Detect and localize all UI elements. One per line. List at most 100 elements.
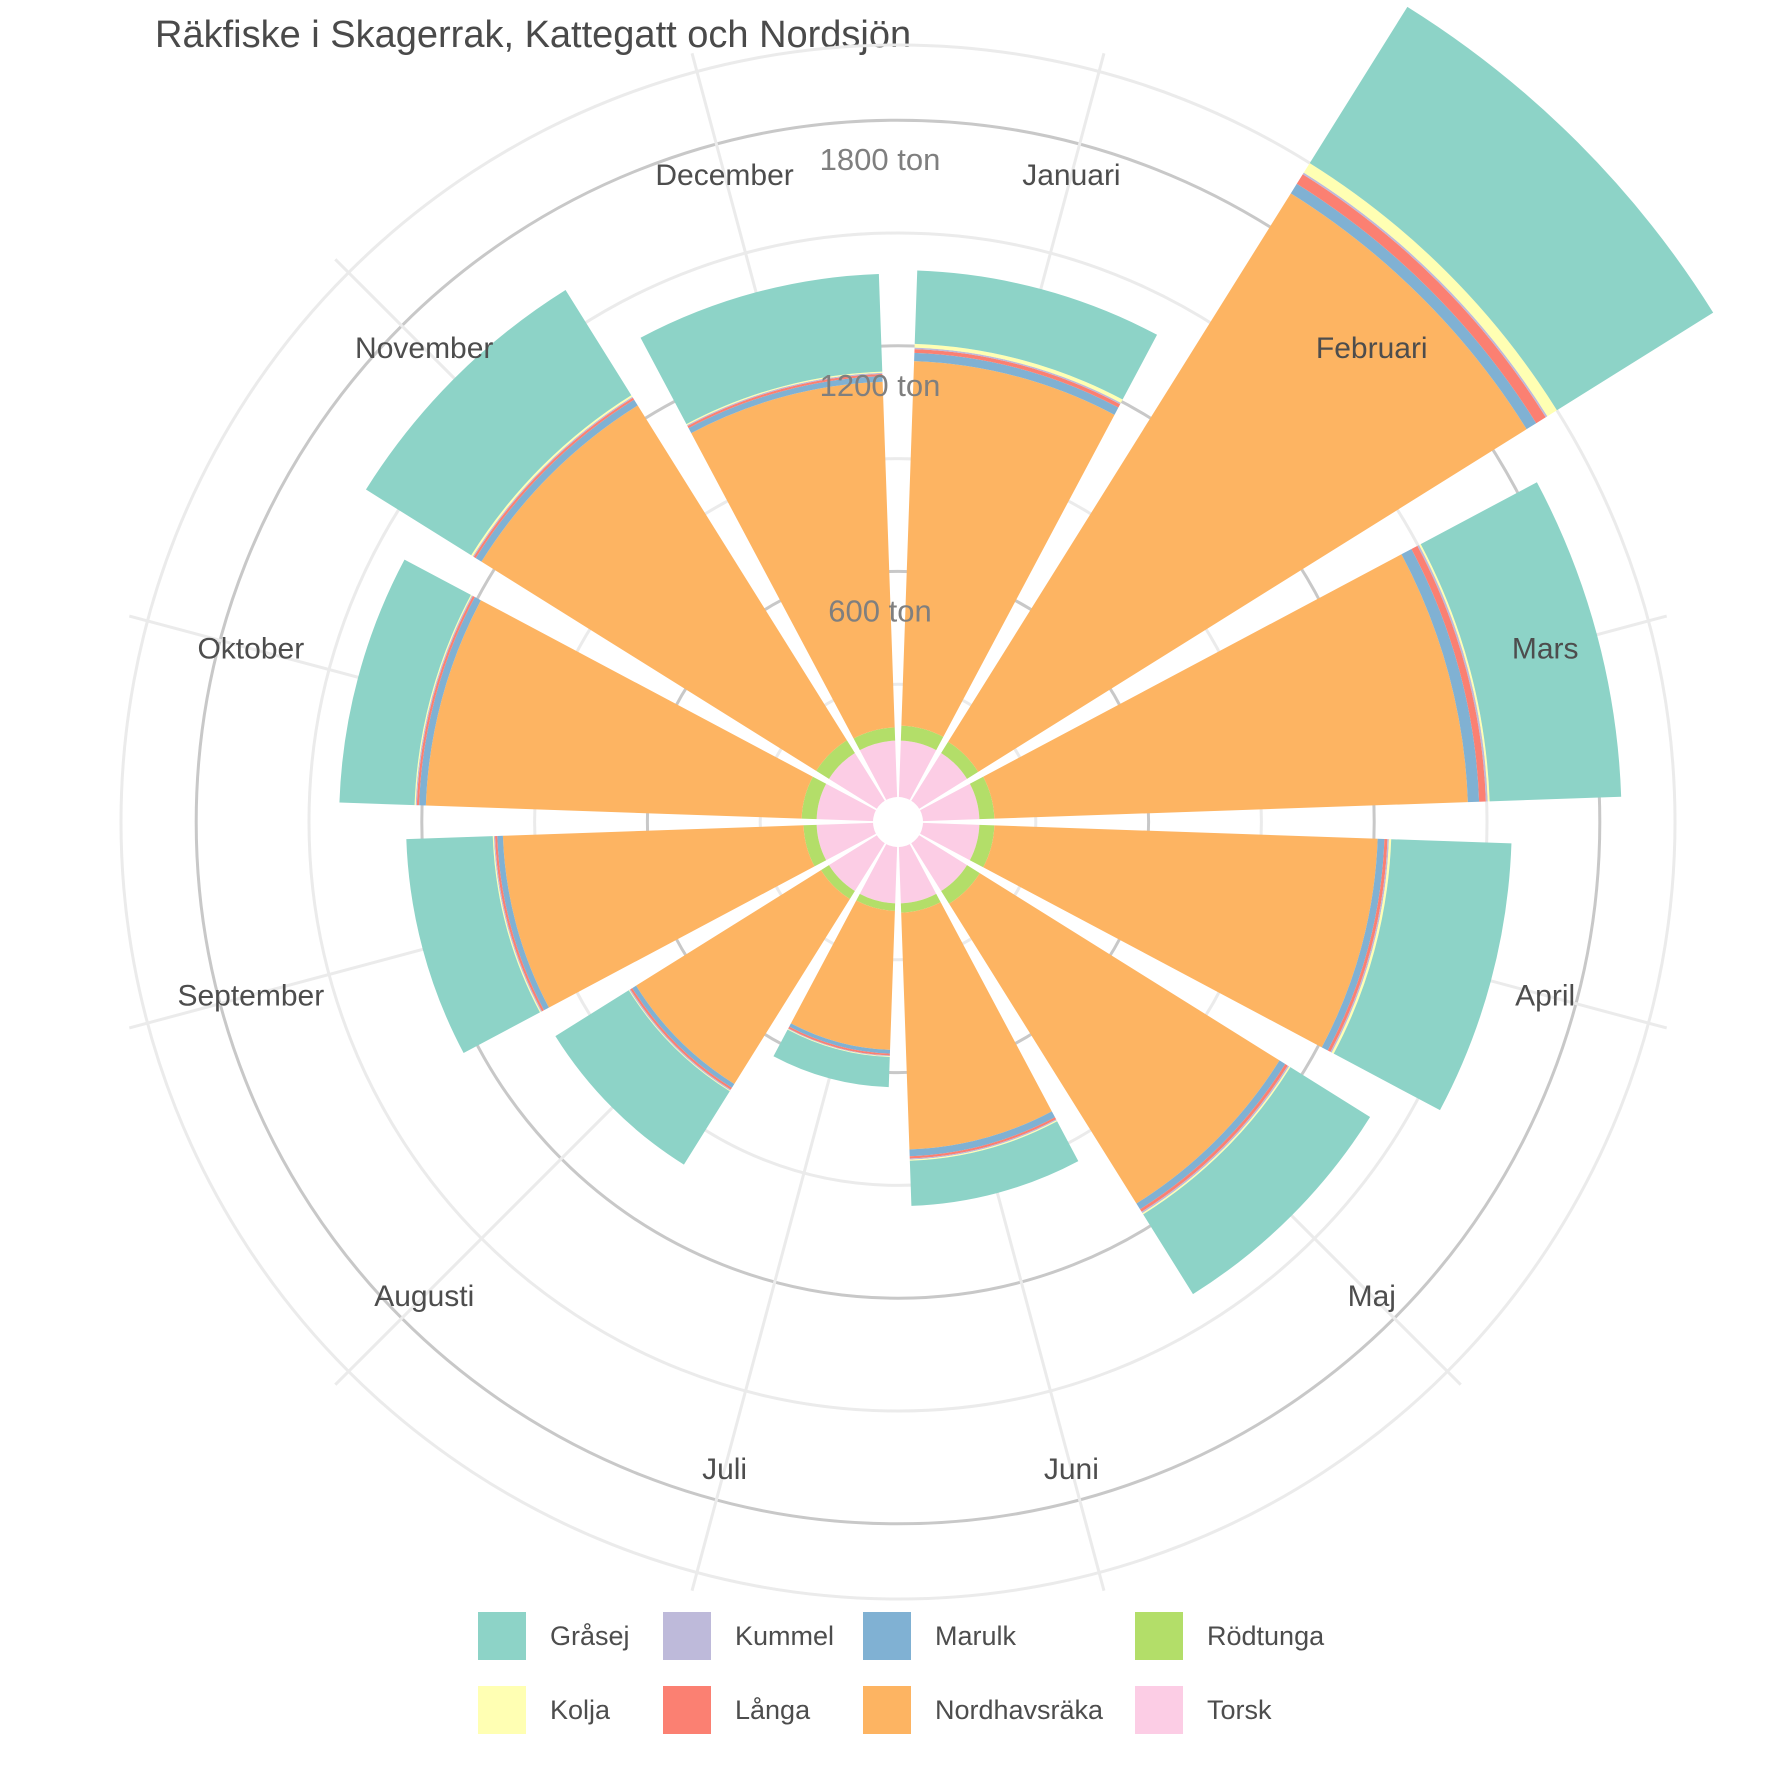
legend-label: Gråsej [550,1620,630,1651]
bar-segment [909,1121,1079,1206]
bar-segment [339,559,471,806]
bar-segment [425,600,813,819]
legend-swatch [478,1612,526,1660]
month-label: Augusti [374,1280,474,1313]
bar-segment [1401,549,1480,803]
legend-item-rodtunga: Rödtunga [1135,1612,1324,1660]
legend-item-kummel: Kummel [663,1612,834,1660]
bar-segment [828,752,885,809]
legend-label: Långa [735,1694,811,1725]
bar-segment [1296,174,1546,424]
bar-segment [941,741,979,779]
bar-segment [941,865,980,904]
month-label: April [1515,979,1575,1012]
bar-segment [949,873,1280,1204]
bar-segment [1321,838,1385,1051]
bar-segment [773,1029,890,1088]
ring-label: 1800 ton [820,142,941,177]
bar-segment [920,783,980,822]
bar-segment [948,193,1527,772]
legend-swatch [478,1686,526,1734]
bar-segment [640,273,883,425]
bar-segment [920,822,980,861]
legend-swatch [1135,1686,1183,1734]
bars [339,6,1714,1295]
legend-label: Rödtunga [1207,1620,1325,1651]
legend-item-torsk: Torsk [1135,1686,1272,1734]
bar-segment [419,597,481,806]
bar-segment [898,844,937,904]
bar-segment [365,289,632,556]
month-label: Oktober [197,633,304,666]
bar-segment [898,740,937,800]
minor-ring [758,682,1038,962]
ring-label: 600 ton [828,593,931,628]
bar-segment [900,893,941,913]
minor-ring [533,457,1263,1187]
ring-label: 1200 ton [820,368,941,403]
month-label: November [355,332,493,365]
major-ring [194,118,1602,1526]
legend-swatch [863,1612,911,1660]
bar-segment [1136,1060,1286,1210]
month-label: Juni [1044,1453,1099,1486]
bar-segment [497,835,549,1011]
month-label: Juli [702,1453,747,1486]
bar-segment [969,824,995,868]
legend-swatch [663,1612,711,1660]
legend-swatch [1135,1612,1183,1660]
bar-segment [502,825,815,1008]
bar-segment [691,381,895,739]
bar-segment [828,835,885,892]
month-label: September [177,979,324,1012]
bar-segment [816,783,876,822]
bar-segment [859,844,898,904]
bar-segment [914,270,1158,400]
bar-segment [790,900,895,1050]
month-label: December [655,159,793,192]
bar-segment [1411,545,1486,802]
legend-label: Nordhavsräka [935,1694,1104,1725]
legend-item-langa: Långa [663,1686,810,1734]
bar-segment [853,727,896,751]
bar-segment [911,835,968,892]
bar-segment [969,776,995,820]
legend-item-marulk: Marulk [863,1612,1016,1660]
bar-segment [555,990,730,1165]
bar-segment [900,725,944,751]
legend-item-kolja: Kolja [478,1686,610,1734]
bar-segment [803,824,827,867]
chart-title: Räkfiske i Skagerrak, Kattegatt och Nord… [155,14,912,56]
bar-segment [816,822,876,861]
labels: 600 ton 1200 ton 1800 ton Januari Februari Ma… [177,142,1578,1486]
bar-segment [856,893,896,911]
major-ring [645,569,1151,1075]
bar-segment [820,865,855,900]
legend-item-grasej: Gråsej [478,1612,630,1660]
bar-segment [688,376,883,434]
bar-segment [859,740,898,800]
bar-segment [801,776,827,820]
legend-swatch [663,1686,711,1734]
legend-label: Kolja [550,1694,611,1725]
bar-segment [1333,839,1512,1111]
bar-segment [901,902,1052,1150]
bar-segment [911,752,968,809]
bar-segment [901,361,1115,737]
bar-segment [475,399,638,562]
bar-segment [983,554,1468,819]
bar-segment [1303,163,1557,417]
month-label: Maj [1348,1280,1396,1313]
bar-segment [636,870,850,1084]
legend-item-nordhavsraka: Nordhavsräka [863,1686,1103,1734]
bar-segment [481,405,847,771]
major-ring [420,344,1376,1300]
bar-segment [909,1111,1056,1157]
legend-label: Torsk [1207,1694,1272,1725]
bar-segment [1143,1067,1371,1295]
minor-ring [307,231,1489,1413]
bar-segment [789,1023,891,1054]
bar-segment [1290,183,1537,430]
legend: Gråsej Kolja Kummel Långa Marulk Nordhav… [478,1612,1378,1762]
